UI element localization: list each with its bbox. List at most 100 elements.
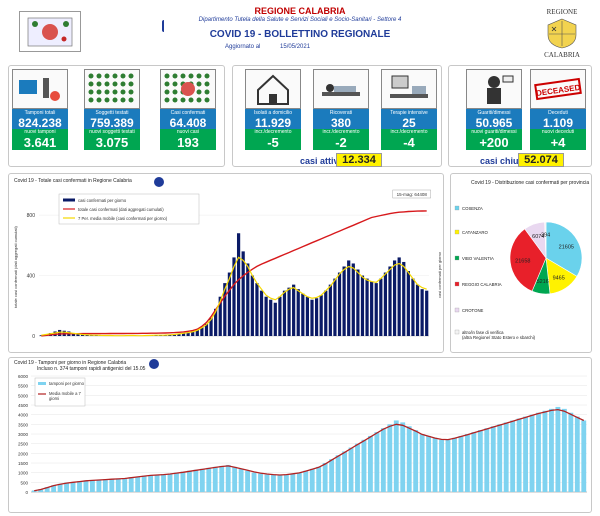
legend-box [58, 193, 200, 225]
stat-label: Soggetti testati [84, 109, 140, 117]
daily-cases-bar [379, 278, 383, 336]
pie-value-label: 9465 [553, 276, 565, 282]
tests-chart-panel: Covid 19 - Tamponi per giorno in Regione… [8, 357, 592, 513]
daily-tests-bar [57, 483, 63, 492]
daily-cases-bar [356, 269, 360, 336]
moving-average-line [41, 256, 427, 337]
daily-cases-bar [209, 317, 213, 336]
people-grid-icon [84, 69, 140, 109]
daily-cases-bar [172, 334, 176, 336]
stat-card: DECEASED Deceduti 1.109 nuovi deceduti +4 [530, 69, 586, 157]
daily-tests-bar [536, 412, 541, 492]
stat-label: Ricoverati [313, 109, 369, 117]
annotation-box [392, 189, 431, 199]
daily-tests-bar [342, 451, 347, 492]
stat-change-value: -5 [245, 136, 301, 150]
y-tick-label: 1000 [18, 471, 29, 476]
stat-change-label: nuovi guariti/dimessi [466, 129, 522, 136]
y-tick-label: 3500 [18, 422, 29, 427]
divider-mark [162, 20, 166, 32]
stat-value: 50.965 [466, 117, 522, 129]
daily-tests-bar [167, 473, 173, 492]
daily-tests-bar [290, 473, 296, 492]
y-tick-label: 4500 [18, 403, 29, 408]
stat-change-value: +4 [530, 136, 586, 150]
daily-tests-bar [77, 481, 82, 492]
daily-tests-bar [374, 432, 380, 492]
daily-tests-bar [109, 478, 115, 492]
daily-tests-bar [180, 471, 186, 492]
daily-cases-bar [351, 263, 355, 336]
daily-cases-bar [411, 278, 415, 336]
annotation-label: 15-mag: 64408 [397, 192, 428, 197]
closed-cases-label: casi chiusi [480, 156, 527, 166]
daily-tests-bar [199, 468, 205, 492]
pie-slice [544, 221, 547, 259]
icu-icon [381, 69, 437, 109]
update-date: 15/05/2021 [280, 44, 311, 50]
legend-label: tamponi per giorno [49, 381, 85, 386]
daily-tests-bar [413, 430, 419, 492]
region-title: REGIONE CALABRIA [254, 6, 346, 16]
daily-tests-bar [115, 478, 121, 492]
daily-tests-bar [503, 422, 509, 492]
y-tick-label: 3000 [18, 432, 29, 437]
region-logo-top: REGIONE [546, 8, 578, 16]
stat-label: Deceduti [530, 109, 586, 117]
daily-tests-bar [516, 418, 522, 492]
daily-tests-bar [283, 474, 289, 492]
stat-card: Guariti/dimessi 50.965 nuovi guariti/dimes… [466, 69, 522, 157]
daily-cases-bar [273, 302, 277, 336]
daily-tests-bar [277, 475, 283, 492]
daily-cases-bar [425, 290, 429, 336]
y-tick-label: 4000 [18, 413, 29, 418]
daily-tests-bar [102, 479, 108, 492]
stat-change-value: 3.641 [12, 136, 68, 150]
daily-tests-bar [154, 474, 160, 492]
pie-legend-swatch [454, 255, 460, 261]
daily-tests-bar [439, 439, 444, 492]
daily-cases-bar [232, 257, 236, 336]
y-tick-label: 0 [25, 490, 28, 495]
daily-tests-bar [141, 475, 147, 492]
y-tick-label: 2000 [18, 451, 29, 456]
daily-cases-bar [177, 333, 181, 336]
confirmed-cases-chart-panel: Covid 19 - Totale casi confermati in Reg… [8, 173, 444, 353]
daily-tests-bar [393, 420, 399, 492]
pie-legend-label: VIBO VALENTIA [462, 256, 494, 261]
daily-tests-bar [135, 476, 141, 492]
y-tick-label: 400 [27, 274, 36, 280]
daily-tests-bar [432, 437, 438, 492]
stat-value: 1.109 [530, 117, 586, 129]
stat-change-value: 3.075 [84, 136, 140, 150]
y-tick-label: 2500 [18, 442, 29, 447]
stat-value: 11.929 [245, 117, 301, 129]
pie-legend-label: CROTONE [462, 308, 484, 313]
daily-cases-bar [420, 289, 424, 336]
daily-tests-bar [44, 487, 50, 492]
daily-tests-bar [529, 414, 535, 492]
daily-tests-bar [83, 480, 89, 492]
daily-tests-bar [464, 434, 470, 492]
region-badge-icon [154, 177, 164, 187]
daily-tests-bar [419, 434, 425, 492]
daily-tests-bar [329, 459, 335, 492]
daily-cases-bar [292, 284, 296, 336]
daily-tests-bar [193, 469, 199, 492]
daily-cases-bar [333, 278, 337, 336]
daily-cases-bar [195, 329, 199, 336]
daily-cases-bar [301, 293, 305, 336]
daily-tests-bar [484, 428, 490, 492]
microscope-icon [12, 69, 68, 109]
stat-label: Terapie intensive [381, 109, 437, 117]
daily-cases-bar [406, 271, 410, 336]
cumulative-cases-line [41, 210, 427, 337]
region-logo: REGIONE CALABRIA [536, 8, 588, 59]
daily-tests-bar [271, 474, 276, 492]
daily-cases-bar [80, 334, 85, 336]
daily-cases-bar [305, 296, 310, 336]
daily-cases-bar [415, 284, 420, 336]
daily-cases-bar [204, 323, 209, 336]
daily-cases-bar [223, 283, 227, 336]
update-info: Aggiornato al 15/05/2021 [225, 44, 385, 50]
